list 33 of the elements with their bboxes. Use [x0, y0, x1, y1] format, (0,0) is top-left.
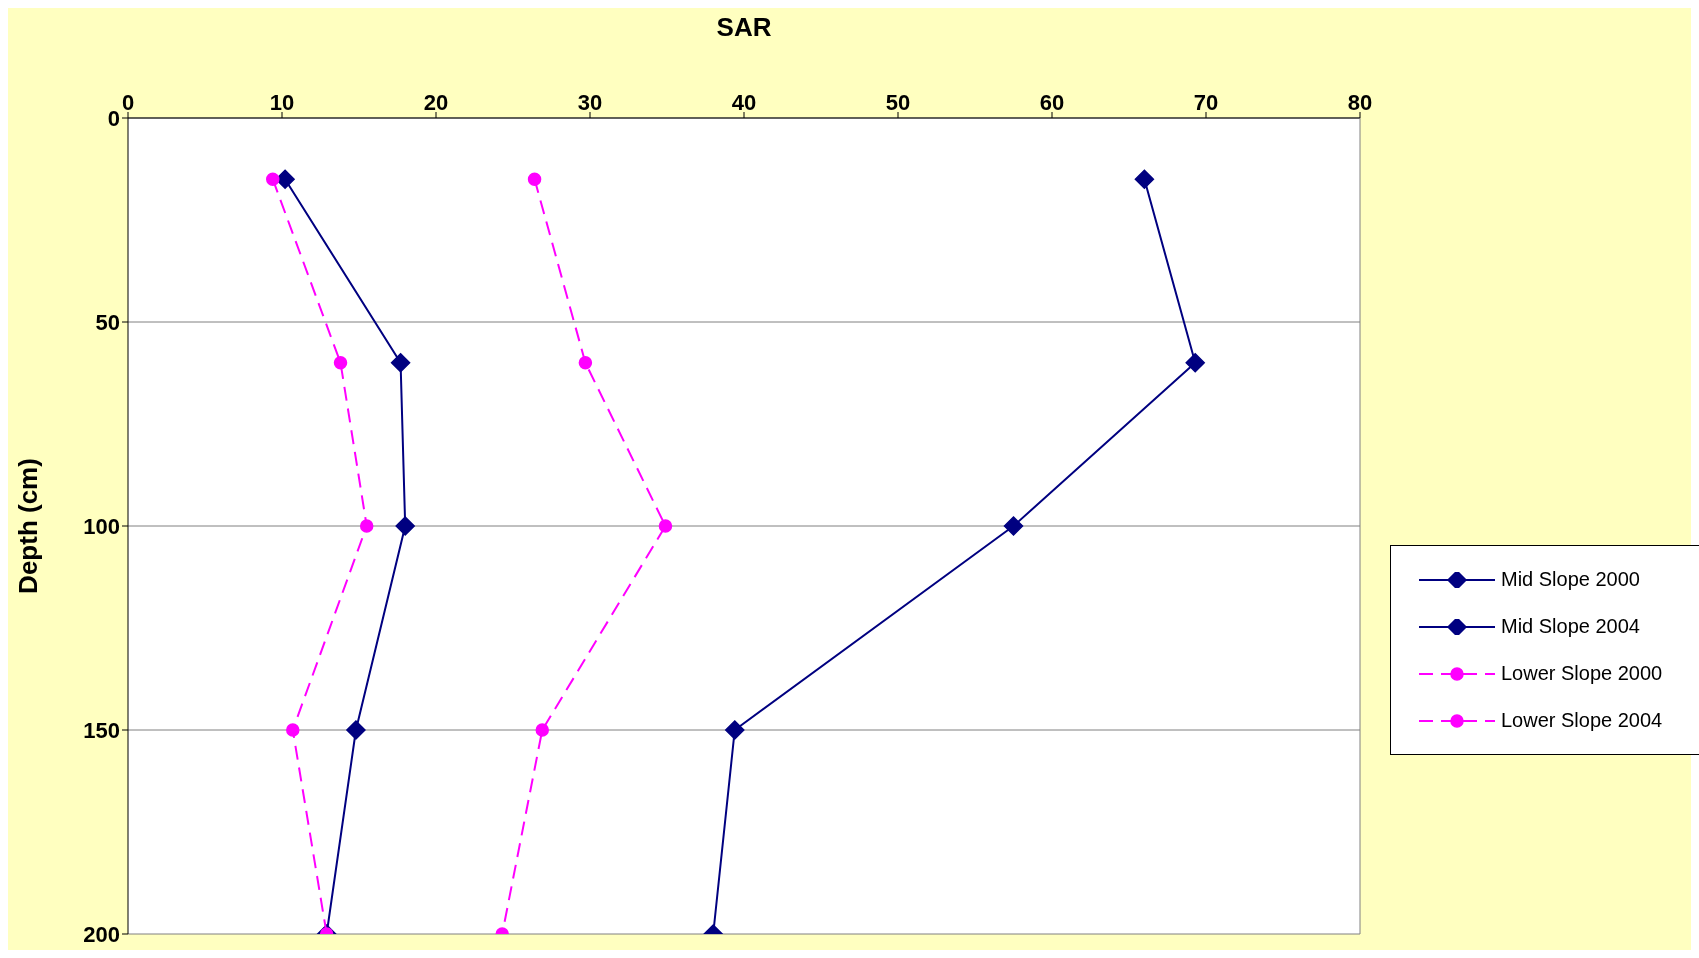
x-tick-label: 20 [423, 90, 449, 115]
point [658, 519, 673, 533]
point [286, 723, 300, 737]
x-tick-label: 10 [269, 90, 295, 115]
x-tick-label: 50 [885, 90, 911, 115]
y-axis-title: Depth (cm) [13, 458, 44, 594]
x-tick-label: 60 [1039, 90, 1065, 115]
point [1134, 169, 1155, 189]
point [266, 172, 280, 186]
point [346, 720, 366, 740]
point [1003, 516, 1024, 536]
point [333, 356, 348, 370]
legend-label: Mid Slope 2004 [1501, 615, 1640, 638]
y-tick-label: 100 [83, 513, 120, 539]
point [359, 519, 374, 533]
legend-label: Mid Slope 2000 [1501, 568, 1640, 591]
x-tick-label: 70 [1193, 90, 1219, 115]
legend-label: Lower Slope 2000 [1501, 662, 1663, 685]
y-tick-label: 200 [83, 921, 120, 947]
point [1185, 353, 1205, 373]
x-tick-label: 30 [577, 90, 603, 115]
point [725, 720, 745, 740]
x-tick-label: 80 [1347, 90, 1373, 115]
point [395, 516, 415, 536]
point [390, 353, 411, 373]
point [535, 723, 550, 737]
y-tick-label: 50 [95, 309, 120, 335]
point [527, 172, 542, 186]
point [578, 356, 593, 370]
y-tick-label: 150 [83, 717, 120, 743]
x-axis-title: SAR [716, 12, 772, 43]
x-tick-label: 40 [731, 90, 757, 115]
legend-label: Lower Slope 2004 [1501, 709, 1663, 732]
